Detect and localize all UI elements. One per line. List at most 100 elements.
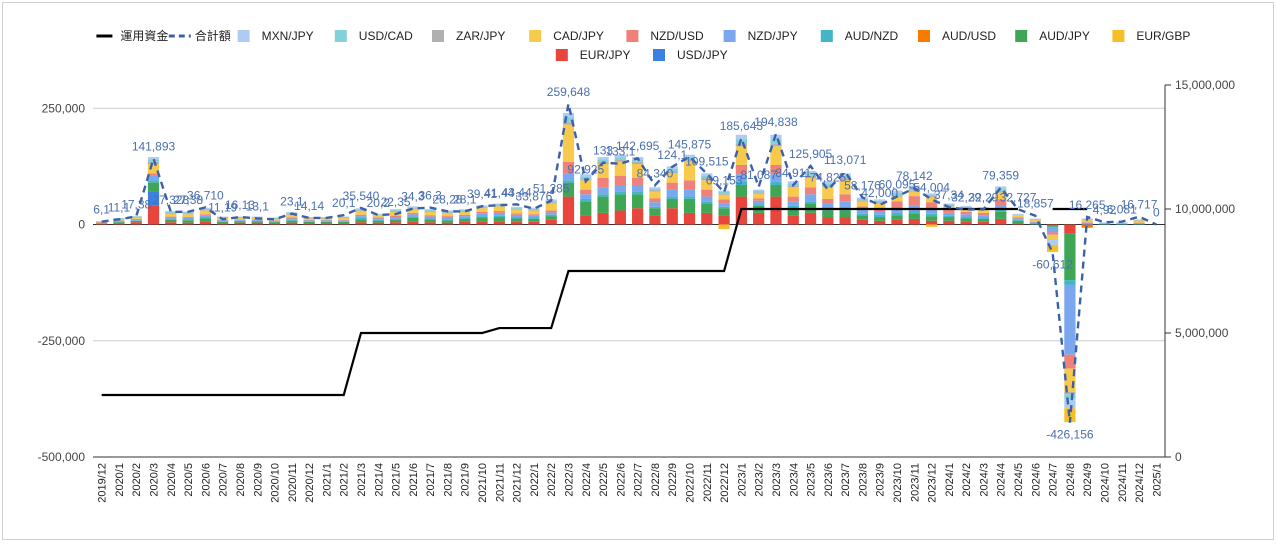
bar-segment-nzd-jpy <box>770 174 782 182</box>
bar-segment-usd-cad <box>614 157 626 160</box>
bar-segment-zar-jpy <box>649 190 661 192</box>
bar-segment-nzd-jpy <box>493 212 505 216</box>
bar-stacks <box>96 112 1145 423</box>
bar-segment-aud-jpy <box>632 194 644 209</box>
bar-segment-nzd-usd <box>718 199 730 204</box>
bar-segment-cad-jpy <box>925 197 938 203</box>
bar-segment-usd-cad <box>510 207 523 209</box>
bar-segment-aud-nzd <box>338 221 350 222</box>
bar-segment-aud-nzd <box>718 206 730 209</box>
bar-segment-aud-jpy <box>286 220 298 223</box>
total-data-label: 16,265 <box>1069 198 1106 212</box>
x-tick-label: 2024/2 <box>961 463 973 497</box>
bar-segment-cad-jpy <box>960 208 972 212</box>
bar-segment-aud-nzd <box>1046 226 1059 228</box>
bar-segment-eur-jpy <box>891 219 903 225</box>
bar-segment-usd-cad <box>718 191 730 194</box>
total-data-label: 32,29 <box>968 190 998 204</box>
bar-segment-mxn-jpy <box>251 216 263 218</box>
bar-segment-cad-jpy <box>199 210 212 215</box>
bar-segment-mxn-jpy <box>943 203 955 205</box>
bar-segment-mxn-jpy <box>683 154 696 158</box>
bar-segment-eur-jpy <box>338 223 350 225</box>
x-tick-label: 2023/5 <box>806 463 818 497</box>
bar-segment-usd-cad <box>217 217 229 218</box>
bar-segment-eur-jpy <box>701 212 713 225</box>
bar-segment-cad-jpy <box>735 146 748 165</box>
bar-segment-aud-jpy <box>459 218 471 222</box>
bar-segment-cad-jpy <box>822 187 834 199</box>
bar-segment-mxn-jpy <box>874 199 886 201</box>
bar-segment-cad-jpy <box>632 164 644 178</box>
bar-segment-cad-jpy <box>424 211 436 216</box>
total-data-label: 78,142 <box>896 169 933 183</box>
series-lines <box>101 103 1157 423</box>
bar-segment-nzd-usd <box>424 215 436 217</box>
bar-segment-usd-cad <box>562 117 575 123</box>
total-data-label: 109,515 <box>685 155 729 169</box>
bar-segment-zar-jpy <box>493 205 505 207</box>
bar-segment-eur-jpy <box>1012 223 1024 225</box>
bar-segment-eur-jpy <box>822 217 834 225</box>
bar-segment-cad-jpy <box>493 206 505 212</box>
x-tick-label: 2022/3 <box>563 463 575 497</box>
bar-segment-aud-jpy <box>614 194 626 211</box>
bar-segment-aud-nzd <box>1064 280 1076 285</box>
bar-segment-eur-jpy <box>234 222 246 225</box>
x-tick-label: 2020/4 <box>166 463 178 497</box>
data-labels: 6,111,117,38 141,893 27,32827,3836,71011,1… <box>93 85 1160 442</box>
bar-segment-cad-jpy <box>130 217 142 219</box>
bar-segment-aud-jpy <box>839 210 851 218</box>
bar-segment-aud-nzd <box>424 218 436 220</box>
bar-segment-nzd-jpy <box>995 204 1007 210</box>
bar-segment-eur-jpy <box>251 222 263 225</box>
bar-segment-usd-cad <box>1046 239 1059 241</box>
bar-segment-cad-jpy <box>683 161 696 181</box>
bar-segment-zar-jpy <box>562 122 575 125</box>
total-data-label: 37,34 <box>934 188 964 202</box>
bar-segment-eur-jpy <box>839 217 851 225</box>
x-tick-label: 2023/10 <box>892 463 904 503</box>
x-tick-label: 2021/12 <box>512 463 524 503</box>
x-tick-label: 2023/3 <box>771 463 783 497</box>
bar-segment-eur-gbp <box>925 224 938 227</box>
bar-segment-nzd-usd <box>683 180 696 190</box>
y-left-tick-label: 0 <box>78 218 85 232</box>
bar-segment-eur-jpy <box>199 221 212 225</box>
bar-segment-mxn-jpy <box>303 217 315 218</box>
total-data-label: 16,717 <box>1121 198 1158 212</box>
bar-segment-cad-jpy <box>891 196 903 202</box>
bar-segment-nzd-jpy <box>960 214 972 218</box>
bar-segment-mxn-jpy <box>891 190 903 193</box>
bar-segment-aud-jpy <box>147 182 160 192</box>
total-data-label: 141,893 <box>132 140 176 154</box>
bar-segment-aud-nzd <box>597 194 609 197</box>
bar-segment-aud-nzd <box>908 211 920 214</box>
bar-segment-nzd-jpy <box>320 220 333 222</box>
x-tick-label: 2022/6 <box>615 463 627 497</box>
bar-segment-usd-jpy <box>147 191 160 206</box>
x-tick-label: 2022/12 <box>719 463 731 503</box>
legend-label: AUD/NZD <box>845 29 899 43</box>
bar-segment-mxn-jpy <box>735 134 748 140</box>
bar-segment-cad-jpy <box>459 211 471 215</box>
bar-segment-eur-jpy <box>320 223 333 225</box>
bar-segment-aud-nzd <box>1098 224 1111 225</box>
bar-segment-eur-jpy <box>476 221 488 225</box>
bar-segment-usd-cad <box>389 210 402 212</box>
x-tick-label: 2021/10 <box>477 463 489 503</box>
bar-segment-mxn-jpy <box>804 171 817 174</box>
bar-segment-nzd-usd <box>459 214 471 217</box>
bar-segment-nzd-jpy <box>632 184 644 192</box>
bar-segment-zar-jpy <box>925 196 938 198</box>
bar-segment-aud-jpy <box>441 220 454 223</box>
bar-segment-nzd-usd <box>182 217 194 218</box>
bar-segment-aud-nzd <box>234 220 246 222</box>
bar-segment-aud-jpy <box>562 182 575 197</box>
bar-segment-nzd-jpy <box>199 215 212 218</box>
total-data-label: 74,825 <box>809 171 846 185</box>
legend-item-usd-cad: USD/CAD <box>334 29 413 43</box>
bar-segment-zar-jpy <box>165 212 177 214</box>
bar-segment-mxn-jpy <box>338 216 350 218</box>
total-data-label: 14,14 <box>294 199 324 213</box>
